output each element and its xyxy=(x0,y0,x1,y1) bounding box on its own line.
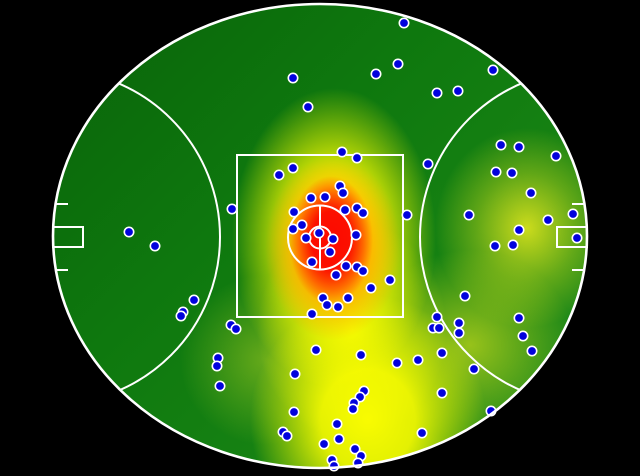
event-marker xyxy=(319,191,331,203)
event-marker xyxy=(525,187,537,199)
event-marker xyxy=(211,360,223,372)
event-marker xyxy=(328,460,340,472)
event-marker xyxy=(332,301,344,313)
fifty-metre-arcs xyxy=(54,69,586,405)
event-marker xyxy=(350,229,362,241)
event-marker xyxy=(453,327,465,339)
event-marker xyxy=(281,430,293,442)
event-marker xyxy=(513,141,525,153)
event-marker xyxy=(305,192,317,204)
event-marker xyxy=(507,239,519,251)
event-marker xyxy=(347,403,359,415)
event-marker xyxy=(226,203,238,215)
event-marker xyxy=(287,162,299,174)
event-marker xyxy=(463,209,475,221)
event-marker xyxy=(452,85,464,97)
event-marker xyxy=(230,323,242,335)
event-marker xyxy=(300,232,312,244)
event-marker xyxy=(436,347,448,359)
event-marker xyxy=(412,354,424,366)
event-marker xyxy=(273,169,285,181)
event-marker xyxy=(495,139,507,151)
centre-square xyxy=(236,154,404,318)
event-marker xyxy=(342,292,354,304)
event-marker xyxy=(336,146,348,158)
event-marker xyxy=(321,299,333,311)
event-marker xyxy=(296,219,308,231)
event-marker xyxy=(351,152,363,164)
event-marker xyxy=(306,256,318,268)
event-marker xyxy=(459,290,471,302)
event-marker xyxy=(526,345,538,357)
event-marker xyxy=(310,344,322,356)
event-marker xyxy=(288,206,300,218)
event-marker xyxy=(357,207,369,219)
event-marker xyxy=(416,427,428,439)
event-marker xyxy=(330,269,342,281)
event-marker xyxy=(513,224,525,236)
fifty-metre-arc xyxy=(419,69,586,405)
event-marker xyxy=(287,72,299,84)
event-marker xyxy=(422,158,434,170)
event-marker xyxy=(517,330,529,342)
event-marker xyxy=(401,209,413,221)
event-marker xyxy=(487,64,499,76)
event-marker xyxy=(123,226,135,238)
event-marker xyxy=(324,246,336,258)
event-marker xyxy=(318,438,330,450)
event-marker xyxy=(431,87,443,99)
event-marker xyxy=(550,150,562,162)
event-marker xyxy=(340,260,352,272)
event-marker xyxy=(542,214,554,226)
event-marker xyxy=(302,101,314,113)
event-marker xyxy=(288,406,300,418)
event-marker xyxy=(214,380,226,392)
event-marker xyxy=(398,17,410,29)
event-marker xyxy=(313,227,325,239)
event-marker xyxy=(357,265,369,277)
event-marker xyxy=(149,240,161,252)
event-marker xyxy=(489,240,501,252)
event-marker xyxy=(571,232,583,244)
event-marker xyxy=(337,187,349,199)
event-marker xyxy=(333,433,345,445)
event-marker xyxy=(349,443,361,455)
event-marker xyxy=(513,312,525,324)
event-marker xyxy=(188,294,200,306)
event-marker xyxy=(287,223,299,235)
fifty-metre-arc xyxy=(54,69,221,405)
event-marker xyxy=(384,274,396,286)
event-marker xyxy=(490,166,502,178)
event-marker xyxy=(436,387,448,399)
event-marker xyxy=(339,204,351,216)
goal-square xyxy=(52,226,84,248)
event-marker xyxy=(370,68,382,80)
event-marker xyxy=(567,208,579,220)
event-marker xyxy=(431,311,443,323)
event-marker xyxy=(391,357,403,369)
event-marker xyxy=(392,58,404,70)
event-marker xyxy=(433,322,445,334)
event-marker xyxy=(365,282,377,294)
event-marker xyxy=(506,167,518,179)
event-marker xyxy=(355,349,367,361)
event-marker xyxy=(306,308,318,320)
event-marker xyxy=(175,310,187,322)
event-marker xyxy=(468,363,480,375)
boundary-line xyxy=(51,2,589,470)
event-marker xyxy=(327,233,339,245)
event-marker xyxy=(453,317,465,329)
event-marker xyxy=(289,368,301,380)
event-marker xyxy=(331,418,343,430)
